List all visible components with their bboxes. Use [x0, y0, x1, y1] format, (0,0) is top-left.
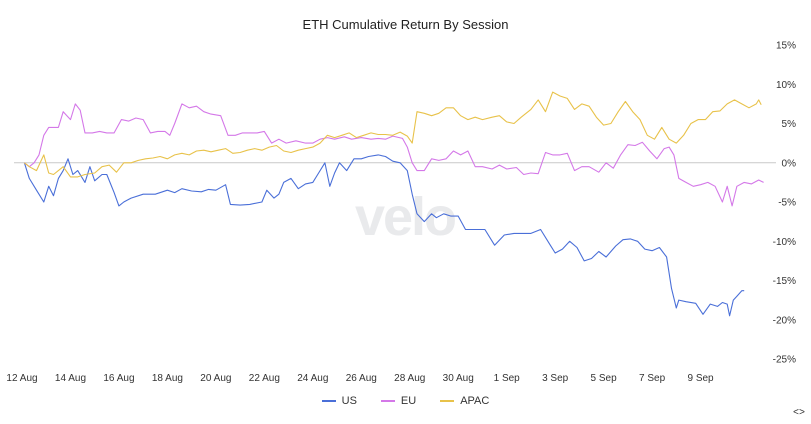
legend-swatch-us [321, 400, 336, 402]
x-tick-label: 7 Sep [639, 373, 666, 384]
series-line-eu [24, 103, 764, 207]
x-tick-label: 5 Sep [591, 373, 618, 384]
legend-label-apac: APAC [460, 395, 490, 407]
legend-swatch-apac [440, 400, 455, 402]
legend-label-us: US [341, 395, 357, 407]
y-tick-label: 0% [782, 158, 797, 169]
y-tick-label: -5% [778, 198, 796, 209]
y-tick-label: -10% [773, 237, 796, 248]
legend-item-apac[interactable]: APAC [440, 395, 489, 407]
x-tick-label: 26 Aug [346, 373, 377, 384]
x-tick-label: 1 Sep [494, 373, 521, 384]
legend: US EU APAC [0, 395, 811, 407]
y-tick-label: -15% [773, 276, 796, 287]
x-tick-label: 12 Aug [6, 373, 37, 384]
x-tick-label: 22 Aug [249, 373, 280, 384]
x-tick-label: 24 Aug [297, 373, 328, 384]
x-tick-label: 9 Sep [687, 373, 714, 384]
x-tick-label: 16 Aug [103, 373, 134, 384]
series-line-us [23, 154, 745, 317]
x-tick-label: 14 Aug [55, 373, 86, 384]
code-toggle-button[interactable]: <> [792, 408, 805, 419]
x-tick-label: 20 Aug [200, 373, 231, 384]
y-tick-label: -20% [773, 315, 796, 326]
x-tick-label: 3 Sep [542, 373, 569, 384]
x-tick-label: 30 Aug [443, 373, 474, 384]
y-tick-label: 10% [776, 80, 796, 91]
legend-swatch-eu [380, 400, 395, 402]
x-tick-label: 18 Aug [152, 373, 183, 384]
x-tick-label: 28 Aug [394, 373, 425, 384]
series-line-apac [24, 91, 762, 178]
y-tick-label: -25% [773, 355, 796, 366]
velo-watermark: velo [355, 187, 455, 247]
y-tick-label: 15% [776, 41, 796, 52]
legend-item-eu[interactable]: EU [380, 395, 417, 407]
chart-title: ETH Cumulative Return By Session [302, 17, 509, 32]
legend-item-us[interactable]: US [321, 395, 357, 407]
y-tick-label: 5% [782, 119, 797, 130]
legend-label-eu: EU [400, 395, 417, 407]
